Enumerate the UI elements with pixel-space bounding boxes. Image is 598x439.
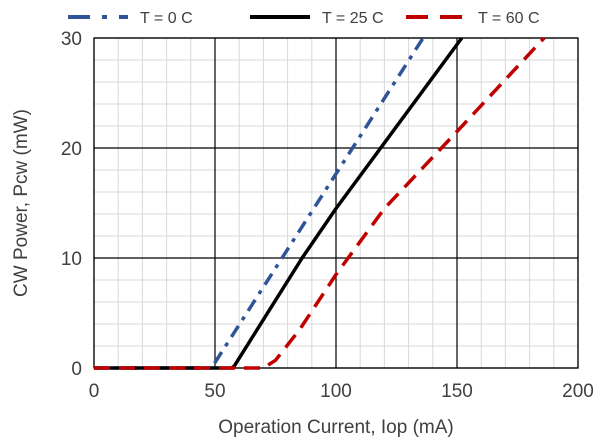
- x-axis-title: Operation Current, Iop (mA): [218, 417, 453, 438]
- legend-label-2: T = 25 C: [322, 10, 384, 27]
- x-tick-label: 100: [320, 381, 352, 402]
- plot-area-border: [93, 37, 579, 369]
- x-tick-label: 200: [562, 381, 594, 402]
- series-line-1: [94, 37, 425, 370]
- legend: T = 0 C T = 25 C T = 60 C: [68, 10, 540, 27]
- x-tick-label: 50: [204, 381, 225, 402]
- series-line-3: [94, 36, 546, 370]
- legend-label-1: T = 0 C: [140, 10, 193, 27]
- series-line-2: [94, 36, 464, 370]
- x-tick-label: 0: [89, 381, 100, 402]
- y-axis-tick-labels: 0 10 20 30: [61, 29, 82, 380]
- y-tick-label: 0: [71, 359, 82, 380]
- y-tick-label: 10: [61, 249, 82, 270]
- y-axis-title: CW Power, Pcw (mW): [11, 109, 32, 297]
- x-tick-label: 150: [441, 381, 473, 402]
- legend-label-3: T = 60 C: [478, 10, 540, 27]
- y-tick-label: 30: [61, 29, 82, 50]
- x-axis-tick-labels: 0 50 100 150 200: [89, 381, 594, 402]
- y-tick-label: 20: [61, 139, 82, 160]
- series-layer: [94, 36, 546, 370]
